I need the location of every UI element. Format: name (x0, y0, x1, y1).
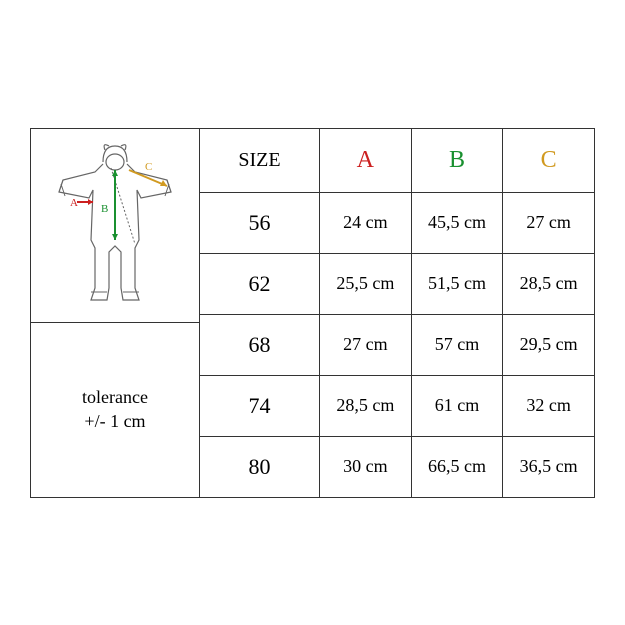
header-row: SIZE A B C (200, 128, 595, 193)
cell-b: 61 cm (412, 376, 504, 437)
cell-b: 45,5 cm (412, 193, 504, 254)
cell-a: 30 cm (320, 437, 412, 498)
cell-size: 62 (200, 254, 320, 315)
cell-c: 27 cm (503, 193, 595, 254)
cell-c: 29,5 cm (503, 315, 595, 376)
header-c: C (503, 128, 595, 193)
cell-b: 66,5 cm (412, 437, 504, 498)
cell-size: 56 (200, 193, 320, 254)
diagram-label-c: C (145, 161, 152, 173)
cell-a: 25,5 cm (320, 254, 412, 315)
cell-a: 28,5 cm (320, 376, 412, 437)
header-a: A (320, 128, 412, 193)
cell-b: 57 cm (412, 315, 504, 376)
diagram-label-a: A (70, 197, 78, 209)
size-chart: A B C tolerance +/- 1 cm SIZE A B C 56 (30, 128, 595, 498)
tolerance-text: tolerance +/- 1 cm (82, 386, 148, 433)
header-size: SIZE (200, 128, 320, 193)
tolerance-note: tolerance +/- 1 cm (30, 323, 200, 498)
cell-c: 28,5 cm (503, 254, 595, 315)
left-column: A B C tolerance +/- 1 cm (30, 128, 200, 498)
cell-size: 74 (200, 376, 320, 437)
cell-size: 80 (200, 437, 320, 498)
table-row: 56 24 cm 45,5 cm 27 cm (200, 193, 595, 254)
cell-c: 32 cm (503, 376, 595, 437)
cell-size: 68 (200, 315, 320, 376)
diagram-label-b: B (101, 203, 108, 215)
table-row: 62 25,5 cm 51,5 cm 28,5 cm (200, 254, 595, 315)
table-row: 80 30 cm 66,5 cm 36,5 cm (200, 437, 595, 498)
table-row: 74 28,5 cm 61 cm 32 cm (200, 376, 595, 437)
cell-c: 36,5 cm (503, 437, 595, 498)
garment-diagram: A B C (30, 128, 200, 323)
cell-a: 24 cm (320, 193, 412, 254)
table-row: 68 27 cm 57 cm 29,5 cm (200, 315, 595, 376)
cell-b: 51,5 cm (412, 254, 504, 315)
header-b: B (412, 128, 504, 193)
cell-a: 27 cm (320, 315, 412, 376)
romper-outline-icon: A B C (45, 140, 185, 310)
data-grid: SIZE A B C 56 24 cm 45,5 cm 27 cm 62 25,… (200, 128, 595, 498)
